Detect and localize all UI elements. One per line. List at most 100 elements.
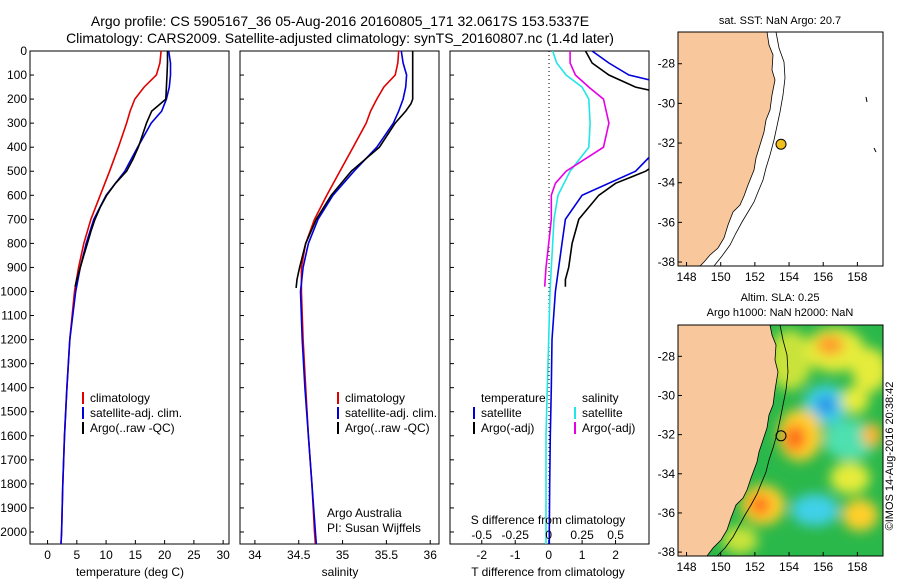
legend-t-satellite: satellite	[481, 406, 522, 420]
s-difference-tick-labels: -0.5 -0.25 0 0.25 0.5	[471, 528, 624, 542]
longitude-tick-label: 152	[745, 270, 765, 284]
s-difference-tick-label: -0.5	[471, 528, 492, 542]
latitude-tick-label: -36	[658, 215, 676, 229]
latitude-tick-label: -30	[658, 96, 676, 110]
satellite-temperature-line	[60, 51, 172, 544]
difference-x-axis: -2 -1 0 1 2	[476, 540, 619, 562]
annotation-pi: PI: Susan Wijffels	[327, 521, 421, 535]
sst-map-frame	[677, 31, 884, 267]
depth-tick-label: 1700	[0, 453, 27, 467]
depth-tick-label: 500	[7, 164, 27, 178]
longitude-tick-label: 152	[745, 560, 765, 574]
sst-island-mark	[873, 147, 877, 153]
latitude-tick-label: -30	[658, 388, 676, 402]
temperature-axis-tick-label: 15	[129, 548, 143, 562]
temperature-axis-tick-label: 25	[187, 548, 201, 562]
longitude-tick-label: 150	[711, 560, 731, 574]
latitude-tick-label: -36	[658, 506, 676, 520]
sla-land-mass	[678, 325, 779, 556]
depth-tick-label: 1300	[0, 357, 27, 371]
salinity-axis-tick-label: 34	[248, 548, 262, 562]
s-difference-tick-label: 0.5	[607, 528, 624, 542]
longitude-tick-label: 150	[711, 270, 731, 284]
temperature-series	[60, 51, 172, 544]
argo-salinity-line	[295, 51, 414, 288]
t-difference-axis-tick-label: 0	[545, 548, 552, 562]
sla-float-marker	[775, 430, 787, 442]
t-difference-axis-tick-label: -1	[510, 548, 521, 562]
salinity-axis-tick-label: 36	[424, 548, 438, 562]
salinity-x-axis: 34 34.5 35 35.5 36	[248, 540, 437, 562]
salinity-axis-tick-label: 35	[336, 548, 350, 562]
difference-panel: -2 -1 0 1 2 T difference from climatology S …	[449, 50, 650, 579]
sla-map: Altim. SLA: 0.25 Argo h1000: NaN h2000: …	[658, 292, 884, 574]
annotation-argo-australia: Argo Australia	[327, 506, 402, 520]
temperature-axis-tick-label: 0	[44, 548, 51, 562]
depth-tick-label: 1400	[0, 381, 27, 395]
depth-tick-label: 800	[7, 236, 27, 250]
longitude-tick-label: 154	[779, 270, 799, 284]
longitude-tick-label: 148	[677, 560, 697, 574]
depth-tick-label: 300	[7, 116, 27, 130]
legend-header-temperature: temperature	[481, 391, 546, 405]
legend-t-argo: Argo(-adj)	[481, 421, 534, 435]
longitude-tick-label: 148	[677, 270, 697, 284]
temperature-axis-tick-label: 30	[216, 548, 230, 562]
depth-tick-label: 1600	[0, 429, 27, 443]
credit-text: ©IMOS 14-Aug-2016 20:38:42	[884, 382, 896, 531]
difference-legend: temperature salinity satellite Argo(-adj…	[473, 391, 635, 435]
sla-field	[678, 325, 883, 556]
temperature-panel: 0100200300400500600700800900100011001200…	[0, 44, 230, 579]
sla-map-frame	[677, 324, 884, 557]
t-difference-axis-tick-label: -2	[476, 548, 487, 562]
depth-tick-label: 2000	[0, 525, 27, 539]
argo-temperature-difference-line	[564, 51, 649, 287]
latitude-tick-label: -32	[658, 428, 676, 442]
s-difference-axis-label: S difference from climatology	[471, 513, 626, 527]
salinity-series	[295, 51, 414, 544]
sst-float-marker	[775, 138, 787, 150]
temperature-plot-frame	[29, 50, 230, 545]
depth-tick-label: 1800	[0, 477, 27, 491]
satellite-temperature-difference-line	[548, 51, 649, 544]
climatology-salinity-line	[300, 51, 400, 544]
longitude-tick-label: 154	[779, 560, 799, 574]
salinity-legend: climatology satellite-adj. clim. Argo(..…	[337, 391, 437, 435]
salinity-axis-label: salinity	[322, 565, 359, 579]
sst-island-mark	[865, 96, 868, 103]
latitude-tick-label: -32	[658, 136, 676, 150]
longitude-tick-label: 158	[847, 270, 867, 284]
sla-map-title-1: Altim. SLA: 0.25	[741, 292, 820, 304]
latitude-tick-label: -34	[658, 176, 676, 190]
sla-map-title-2: Argo h1000: NaN h2000: NaN	[707, 307, 854, 319]
title-line-2: Climatology: CARS2009. Satellite-adjuste…	[66, 30, 614, 46]
longitude-tick-label: 156	[813, 560, 833, 574]
legend-satellite-adj: satellite-adj. clim.	[345, 406, 437, 420]
salinity-depth-ticks	[240, 50, 244, 533]
sla-isobath	[716, 325, 789, 556]
depth-tick-label: 1500	[0, 405, 27, 419]
s-difference-tick-label: 0	[545, 528, 552, 542]
longitude-tick-label: 156	[813, 270, 833, 284]
sst-map: sat. SST: NaN Argo: 20.7 148 150 152 154 156…	[658, 15, 884, 284]
depth-tick-label: 1000	[0, 284, 27, 298]
legend-argo: Argo(..raw -QC)	[345, 421, 430, 435]
depth-axis: 0 100 200 300 400 500 600 700 800 900 1000 1100 1200…	[0, 44, 34, 539]
depth-tick-label: 0	[20, 44, 27, 58]
depth-tick-label: 100	[7, 68, 27, 82]
t-difference-axis-label: T difference from climatology	[471, 565, 625, 579]
satellite-salinity-line	[299, 51, 408, 544]
latitude-tick-label: -28	[658, 349, 676, 363]
argo-temperature-line	[74, 51, 169, 287]
depth-tick-label: 1100	[1, 309, 27, 323]
depth-tick-label: 600	[7, 188, 27, 202]
salinity-panel: 34 34.5 35 35.5 36 salinity climatology sate…	[239, 50, 440, 579]
legend-s-argo: Argo(-adj)	[582, 421, 635, 435]
difference-series	[543, 51, 649, 544]
depth-tick-label: 200	[7, 92, 27, 106]
temperature-axis-label: temperature (deg C)	[76, 565, 184, 579]
salinity-plot-frame	[239, 50, 440, 545]
legend-climatology: climatology	[345, 391, 405, 405]
legend-satellite-adj: satellite-adj. clim.	[90, 406, 182, 420]
s-difference-tick-label: 0.25	[570, 528, 594, 542]
